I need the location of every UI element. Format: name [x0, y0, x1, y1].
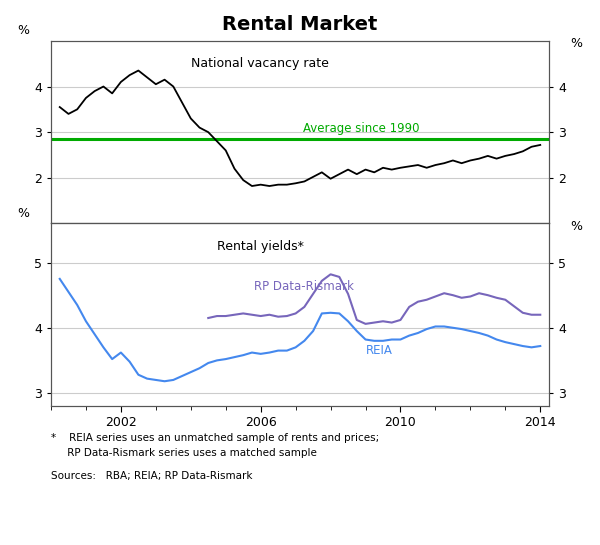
Text: National vacancy rate: National vacancy rate [191, 57, 329, 70]
Y-axis label: %: % [571, 37, 583, 50]
Text: Sources:   RBA; REIA; RP Data-Rismark: Sources: RBA; REIA; RP Data-Rismark [51, 471, 253, 481]
Y-axis label: %: % [17, 207, 29, 220]
Text: Rental Market: Rental Market [223, 15, 377, 34]
Y-axis label: %: % [17, 24, 29, 37]
Text: REIA: REIA [365, 344, 392, 357]
Text: RP Data-Rismark: RP Data-Rismark [254, 280, 353, 293]
Y-axis label: %: % [571, 220, 583, 233]
Text: *    REIA series uses an unmatched sample of rents and prices;: * REIA series uses an unmatched sample o… [51, 433, 379, 443]
Text: Rental yields*: Rental yields* [217, 240, 304, 253]
Text: Average since 1990: Average since 1990 [302, 123, 419, 135]
Text: RP Data-Rismark series uses a matched sample: RP Data-Rismark series uses a matched sa… [51, 448, 317, 458]
